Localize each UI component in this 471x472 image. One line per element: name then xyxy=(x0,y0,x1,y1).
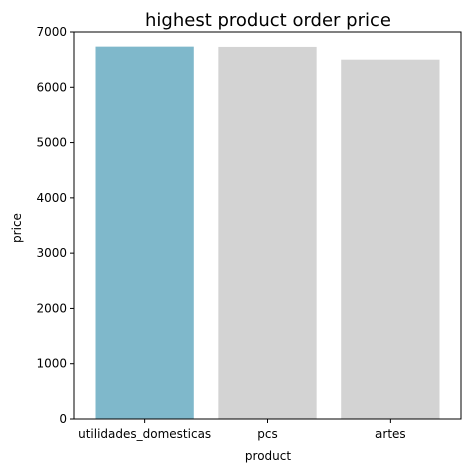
bar-pcs xyxy=(218,46,317,419)
y-tick-label: 7000 xyxy=(36,25,67,39)
bars-group xyxy=(95,46,440,419)
y-tick-label: 1000 xyxy=(36,357,67,371)
y-axis-label: price xyxy=(10,213,24,243)
y-tick-label: 3000 xyxy=(36,246,67,260)
y-tick-label: 0 xyxy=(59,412,67,426)
x-axis-label: product xyxy=(245,449,291,463)
x-axis: utilidades_domesticas pcs artes xyxy=(78,419,406,441)
x-tick-label: pcs xyxy=(257,427,277,441)
chart-title: highest product order price xyxy=(145,10,391,31)
y-tick-label: 6000 xyxy=(36,80,67,94)
y-tick-label: 5000 xyxy=(36,136,67,150)
bar-artes xyxy=(341,59,440,419)
y-tick-label: 4000 xyxy=(36,191,67,205)
x-tick-label: artes xyxy=(375,427,406,441)
bar-utilidades_domesticas xyxy=(95,46,194,419)
x-tick-label: utilidades_domesticas xyxy=(78,427,211,441)
y-tick-label: 2000 xyxy=(36,301,67,315)
plot-frame xyxy=(73,31,462,420)
y-axis: 0 1000 2000 3000 4000 5000 6000 7000 xyxy=(36,25,74,426)
